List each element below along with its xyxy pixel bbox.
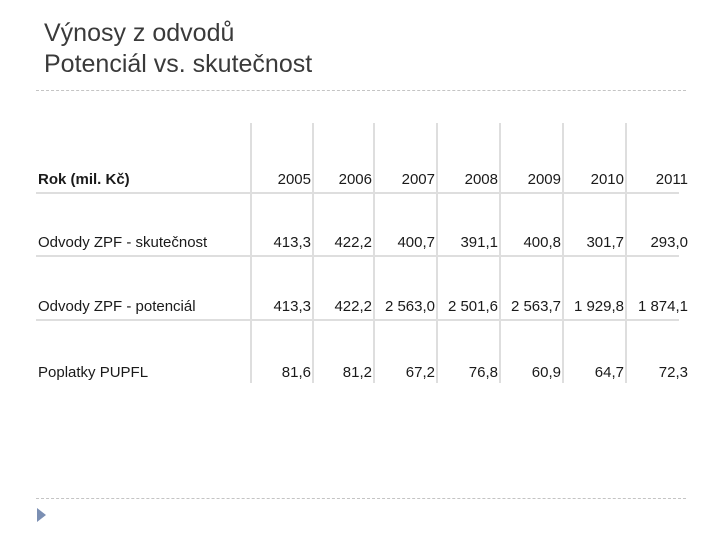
table-cell: 391,1 [438, 194, 499, 255]
table-cell: 2 501,6 [438, 257, 499, 319]
table-header-year: 2010 [564, 123, 625, 192]
title-divider [36, 90, 686, 91]
table-cell: 293,0 [627, 194, 689, 255]
row-label-zpf-actual: Odvody ZPF - skutečnost [36, 194, 250, 255]
table-cell: 76,8 [438, 321, 499, 385]
table-header-year: 2005 [252, 123, 312, 192]
table-cell: 67,2 [375, 321, 436, 385]
table-header-year: 2009 [501, 123, 562, 192]
table-cell: 422,2 [314, 194, 373, 255]
table-cell: 1 929,8 [564, 257, 625, 319]
table-cell: 81,2 [314, 321, 373, 385]
table-cell: 413,3 [252, 257, 312, 319]
row-label-pupfl-fees: Poplatky PUPFL [36, 321, 250, 385]
row-label-zpf-potential: Odvody ZPF - potenciál [36, 257, 250, 319]
table-cell: 1 874,1 [627, 257, 689, 319]
table-header-year: 2006 [314, 123, 373, 192]
table-cell: 2 563,7 [501, 257, 562, 319]
table-cell: 60,9 [501, 321, 562, 385]
table-cell: 2 563,0 [375, 257, 436, 319]
table-cell: 64,7 [564, 321, 625, 385]
table-cell: 72,3 [627, 321, 689, 385]
table-header-label: Rok (mil. Kč) [36, 123, 250, 192]
slide-title-line-1: Výnosy z odvodů [44, 19, 235, 47]
table-cell: 422,2 [314, 257, 373, 319]
bullet-arrow-icon [37, 508, 46, 522]
slide-title: Výnosy z odvodů Potenciál vs. skutečnost [44, 18, 312, 80]
revenue-table: Rok (mil. Kč) 2005 2006 2007 2008 2009 2… [36, 123, 689, 385]
slide-title-line-2: Potenciál vs. skutečnost [44, 50, 313, 78]
table-cell: 81,6 [252, 321, 312, 385]
table-header-year: 2008 [438, 123, 499, 192]
table-cell: 301,7 [564, 194, 625, 255]
table-header-year: 2007 [375, 123, 436, 192]
table-cell: 400,8 [501, 194, 562, 255]
table-header-year: 2011 [627, 123, 689, 192]
table-cell: 400,7 [375, 194, 436, 255]
footer-divider [36, 498, 686, 499]
table-cell: 413,3 [252, 194, 312, 255]
